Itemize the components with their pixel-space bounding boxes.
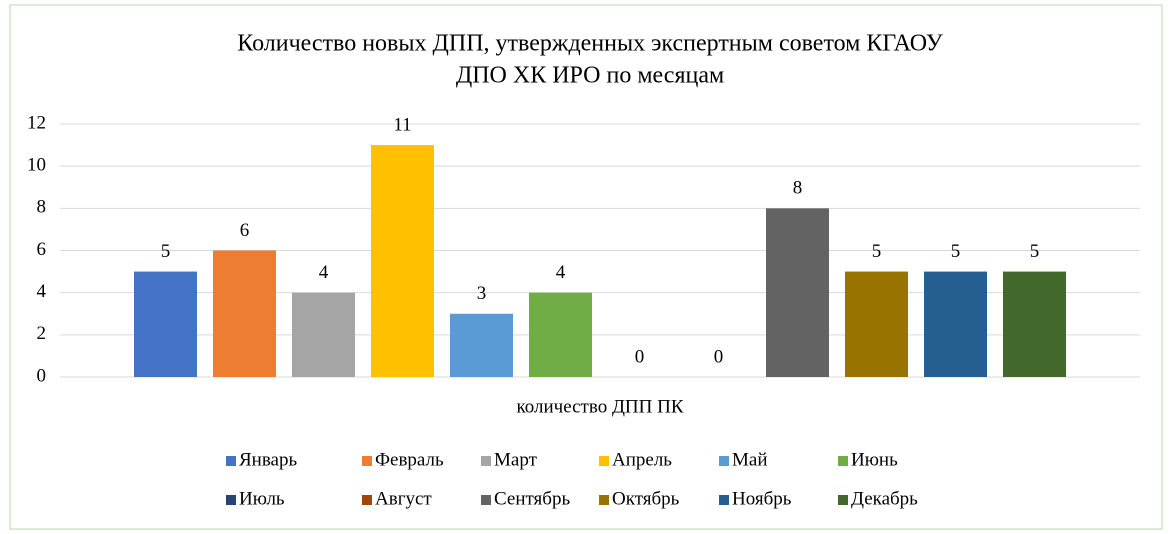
legend-label: Май: [732, 449, 768, 470]
y-tick-label: 2: [37, 323, 47, 344]
chart-border: [9, 4, 1163, 530]
legend-swatch: [481, 495, 491, 505]
legend-swatch: [838, 495, 848, 505]
bar: [134, 271, 197, 377]
legend-label: Июль: [239, 488, 285, 509]
legend-swatch: [362, 495, 372, 505]
legend-label: Декабрь: [851, 488, 918, 509]
y-tick-label: 0: [37, 365, 47, 386]
legend-swatch: [838, 456, 848, 466]
legend-swatch: [719, 456, 729, 466]
y-tick-label: 12: [27, 112, 46, 133]
legend-swatch: [719, 495, 729, 505]
chart-title: Количество новых ДПП, утвержденных экспе…: [237, 31, 943, 57]
data-label: 5: [951, 241, 961, 262]
legend-label: Январь: [239, 449, 297, 470]
bar: [1003, 271, 1066, 377]
legend-label: Октябрь: [612, 488, 680, 509]
y-tick-label: 6: [37, 239, 47, 260]
data-label: 5: [161, 241, 171, 262]
bar: [213, 250, 276, 377]
y-tick-label: 8: [37, 197, 47, 218]
y-tick-label: 10: [27, 155, 46, 176]
legend-swatch: [362, 456, 372, 466]
data-label: 11: [393, 114, 411, 135]
data-label: 5: [872, 241, 882, 262]
bar: [529, 292, 592, 377]
legend-label: Ноябрь: [732, 488, 792, 509]
data-label: 8: [793, 178, 803, 199]
bar: [371, 145, 434, 377]
legend-label: Август: [375, 488, 432, 509]
bar: [766, 208, 829, 377]
bar: [924, 271, 987, 377]
chart-title: ДПО ХК ИРО по месяцам: [456, 63, 724, 89]
legend-label: Июнь: [851, 449, 898, 470]
legend-label: Февраль: [375, 449, 444, 470]
bar: [450, 313, 513, 377]
legend-label: Сентябрь: [494, 488, 570, 509]
data-label: 0: [714, 346, 724, 367]
legend-swatch: [599, 495, 609, 505]
data-label: 3: [477, 283, 487, 304]
legend-swatch: [481, 456, 491, 466]
legend-swatch: [599, 456, 609, 466]
x-tick-label: количество ДПП ПК: [516, 396, 683, 417]
data-label: 4: [319, 262, 329, 283]
legend-label: Апрель: [612, 449, 672, 470]
data-label: 0: [635, 346, 645, 367]
bar: [845, 271, 908, 377]
legend-label: Март: [494, 449, 538, 470]
y-tick-label: 4: [37, 281, 47, 302]
data-label: 5: [1030, 241, 1040, 262]
data-label: 6: [240, 220, 250, 241]
bar: [292, 292, 355, 377]
legend-swatch: [226, 456, 236, 466]
legend-swatch: [226, 495, 236, 505]
data-label: 4: [556, 262, 566, 283]
